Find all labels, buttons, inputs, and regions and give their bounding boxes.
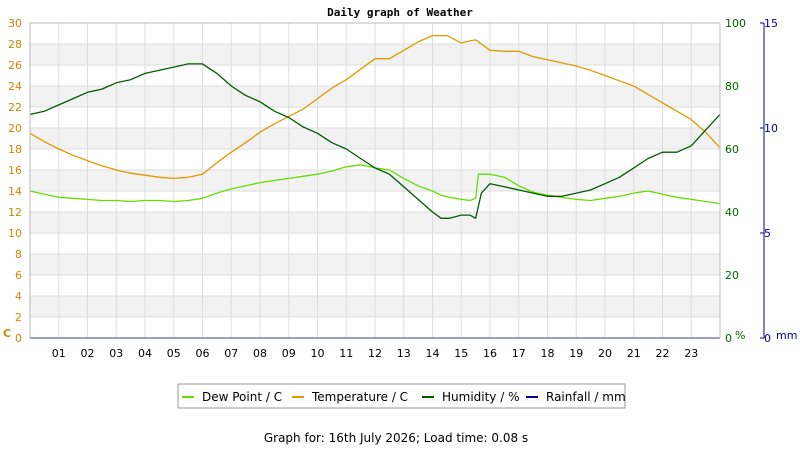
humidity-tick-label: 0 <box>725 332 732 345</box>
temperature-tick-label: 20 <box>8 122 22 135</box>
chart-title: Daily graph of Weather <box>327 6 473 19</box>
hour-tick-label: 18 <box>541 347 555 360</box>
temperature-unit-label: C <box>3 327 11 340</box>
humidity-tick-label: 80 <box>725 80 739 93</box>
humidity-tick-label: 60 <box>725 143 739 156</box>
hour-tick-label: 20 <box>598 347 612 360</box>
temperature-tick-label: 2 <box>15 311 22 324</box>
rainfall-tick-label: 15 <box>764 17 778 30</box>
plot-frame <box>29 22 721 339</box>
humidity-unit-label: % <box>735 329 745 342</box>
humidity-tick-label: 40 <box>725 206 739 219</box>
humidity-line <box>29 63 721 219</box>
rainfall-tick-label: 10 <box>764 122 778 135</box>
temperature-tick-label: 12 <box>8 206 22 219</box>
hour-tick-label: 07 <box>224 347 238 360</box>
humidity-axis: 0 20 40 60 80 100 <box>725 17 746 345</box>
hour-tick-label: 17 <box>512 347 526 360</box>
humidity-tick-label: 20 <box>725 269 739 282</box>
temperature-tick-label: 6 <box>15 269 22 282</box>
temperature-tick-label: 28 <box>8 38 22 51</box>
hour-tick-label: 16 <box>483 347 497 360</box>
rainfall-tick-label: 0 <box>764 332 771 345</box>
dew-point-line <box>29 164 721 205</box>
rainfall-axis: 0 5 10 15 <box>760 17 778 345</box>
hour-tick-label: 15 <box>454 347 468 360</box>
hour-tick-label: 14 <box>426 347 440 360</box>
legend-label-temperature: Temperature / C <box>311 390 408 404</box>
temperature-tick-label: 10 <box>8 227 22 240</box>
rainfall-tick-label: 5 <box>764 227 771 240</box>
temperature-tick-label: 4 <box>15 290 22 303</box>
legend-label-dew-point: Dew Point / C <box>202 390 282 404</box>
footer-text: Graph for: 16th July 2026; Load time: 0.… <box>264 431 528 445</box>
temperature-tick-label: 26 <box>8 59 22 72</box>
hour-tick-label: 19 <box>569 347 583 360</box>
hour-axis: 01 02 03 04 05 06 07 08 09 10 11 12 13 14 15 16 17 18 19 20… <box>52 347 699 360</box>
temperature-tick-label: 22 <box>8 101 22 114</box>
hour-tick-label: 08 <box>253 347 267 360</box>
legend-label-humidity: Humidity / % <box>442 390 519 404</box>
legend-label-rainfall: Rainfall / mm <box>546 390 626 404</box>
temperature-tick-label: 14 <box>8 185 22 198</box>
temperature-tick-label: 16 <box>8 164 22 177</box>
legend-items: Dew Point / C Temperature / C Humidity / %… <box>182 390 626 404</box>
hour-tick-label: 04 <box>138 347 152 360</box>
hour-tick-label: 13 <box>397 347 411 360</box>
hour-tick-label: 12 <box>368 347 382 360</box>
hour-tick-label: 03 <box>109 347 123 360</box>
hour-tick-label: 02 <box>81 347 95 360</box>
hour-tick-label: 21 <box>627 347 641 360</box>
legend-box <box>177 383 626 409</box>
hour-tick-label: 06 <box>196 347 210 360</box>
temperature-tick-label: 0 <box>15 332 22 345</box>
hour-tick-label: 01 <box>52 347 66 360</box>
temperature-tick-label: 24 <box>8 80 22 93</box>
temperature-line <box>29 34 721 180</box>
hour-tick-label: 09 <box>282 347 296 360</box>
rainfall-unit-label: mm <box>776 329 797 342</box>
hour-tick-label: 11 <box>339 347 353 360</box>
temperature-tick-label: 30 <box>8 17 22 30</box>
temperature-tick-label: 18 <box>8 143 22 156</box>
temperature-tick-label: 8 <box>15 248 22 261</box>
humidity-tick-label: 100 <box>725 17 746 30</box>
hour-tick-label: 05 <box>167 347 181 360</box>
legend: Dew Point / C Temperature / C Humidity / %… <box>177 383 626 409</box>
hour-tick-label: 22 <box>656 347 670 360</box>
hour-tick-label: 23 <box>684 347 698 360</box>
hour-tick-label: 10 <box>311 347 325 360</box>
